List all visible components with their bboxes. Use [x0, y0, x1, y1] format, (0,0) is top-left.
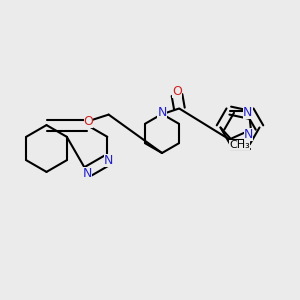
Text: N: N	[104, 154, 113, 167]
Text: N: N	[244, 128, 253, 141]
Text: N: N	[243, 106, 253, 119]
Text: CH₃: CH₃	[229, 140, 250, 150]
Text: N: N	[82, 167, 92, 180]
Text: O: O	[84, 115, 94, 128]
Text: N: N	[157, 106, 167, 119]
Text: O: O	[172, 85, 182, 98]
